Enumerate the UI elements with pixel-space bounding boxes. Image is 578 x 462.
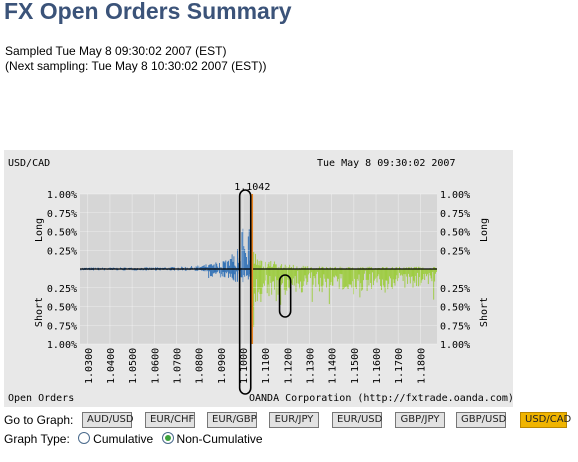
short-axis-label-right: Short [479, 297, 490, 327]
non-cumulative-radio-label[interactable]: Non-Cumulative [176, 432, 263, 446]
x-tick-label: 1.1800 [416, 348, 427, 384]
x-tick-label: 1.1500 [350, 348, 361, 384]
long-axis-label-left: Long [34, 218, 45, 242]
short-tick-label-right: 0.25% [440, 284, 470, 295]
short-tick-label-right: 0.75% [440, 321, 470, 332]
x-tick-label: 1.1400 [328, 348, 339, 384]
cumulative-radio-label[interactable]: Cumulative [93, 432, 154, 446]
x-tick-label: 1.0300 [84, 348, 95, 384]
short-axis-label-left: Short [34, 297, 45, 327]
long-tick-label-right: 0.50% [440, 228, 470, 239]
x-tick-label: 1.1100 [261, 348, 272, 384]
goto-eur-chf-button[interactable]: EUR/CHF [145, 412, 195, 428]
goto-gbp-jpy-button[interactable]: GBP/JPY [395, 412, 445, 428]
chart-footer-left: Open Orders [8, 393, 74, 404]
sampled-time: Sampled Tue May 8 09:30:02 2007 (EST) [5, 44, 227, 58]
goto-gbp-usd-button[interactable]: GBP/USD [456, 412, 506, 428]
x-tick-label: 1.0500 [128, 348, 139, 384]
short-tick-label-left: 0.25% [47, 284, 77, 295]
short-tick-label-left: 1.00% [47, 340, 77, 351]
x-tick-label: 1.1600 [372, 348, 383, 384]
current-price-label: 1.1042 [234, 182, 270, 193]
chart-title: USD/CAD [8, 158, 50, 169]
goto-eur-gbp-button[interactable]: EUR/GBP [207, 412, 257, 428]
long-tick-label-right: 0.75% [440, 209, 470, 220]
x-tick-label: 1.0400 [106, 348, 117, 384]
next-sampling-time: (Next sampling: Tue May 8 10:30:02 2007 … [5, 59, 267, 73]
goto-eur-usd-button[interactable]: EUR/USD [332, 412, 382, 428]
long-tick-label-left: 0.25% [47, 246, 77, 257]
short-tick-label-left: 0.50% [47, 303, 77, 314]
x-tick-label: 1.1000 [239, 348, 250, 384]
long-tick-label-right: 0.25% [440, 246, 470, 257]
page-title: FX Open Orders Summary [4, 0, 292, 24]
short-tick-label-right: 0.50% [440, 303, 470, 314]
short-tick-label-right: 1.00% [440, 340, 470, 351]
goto-eur-jpy-button[interactable]: EUR/JPY [269, 412, 319, 428]
long-tick-label-right: 1.00% [440, 190, 470, 201]
chart-canvas: USD/CAD Tue May 8 09:30:02 2007 1.1042 Open… [8, 158, 513, 404]
x-tick-label: 1.0600 [150, 348, 161, 384]
x-tick-label: 1.1300 [306, 348, 317, 384]
chart-timestamp: Tue May 8 09:30:02 2007 [317, 158, 455, 169]
open-orders-chart: USD/CAD Tue May 8 09:30:02 2007 1.1042 Open… [4, 150, 513, 407]
cumulative-radio[interactable] [78, 432, 91, 444]
goto-usd-cad-button[interactable]: USD/CAD [520, 412, 571, 428]
x-tick-label: 1.0900 [217, 348, 228, 384]
highlight-range-box [238, 189, 252, 395]
goto-aud-usd-button[interactable]: AUD/USD [82, 412, 134, 428]
goto-graph-label: Go to Graph: [4, 413, 74, 427]
long-tick-label-left: 0.50% [47, 228, 77, 239]
x-tick-label: 1.0700 [172, 348, 183, 384]
non-cumulative-radio[interactable] [161, 432, 174, 444]
graph-type-label: Graph Type: [4, 432, 70, 446]
graph-type-row: Graph Type: Cumulative Non-Cumulative [4, 432, 263, 446]
x-tick-label: 1.1700 [394, 348, 405, 384]
long-tick-label-left: 0.75% [47, 209, 77, 220]
long-tick-label-left: 1.00% [47, 190, 77, 201]
short-tick-label-left: 0.75% [47, 321, 77, 332]
highlight-range-box [278, 274, 292, 318]
x-tick-label: 1.1200 [283, 348, 294, 384]
x-tick-label: 1.0800 [195, 348, 206, 384]
long-axis-label-right: Long [479, 218, 490, 242]
chart-footer-right: OANDA Corporation (http://fxtrade.oanda.… [249, 393, 513, 404]
